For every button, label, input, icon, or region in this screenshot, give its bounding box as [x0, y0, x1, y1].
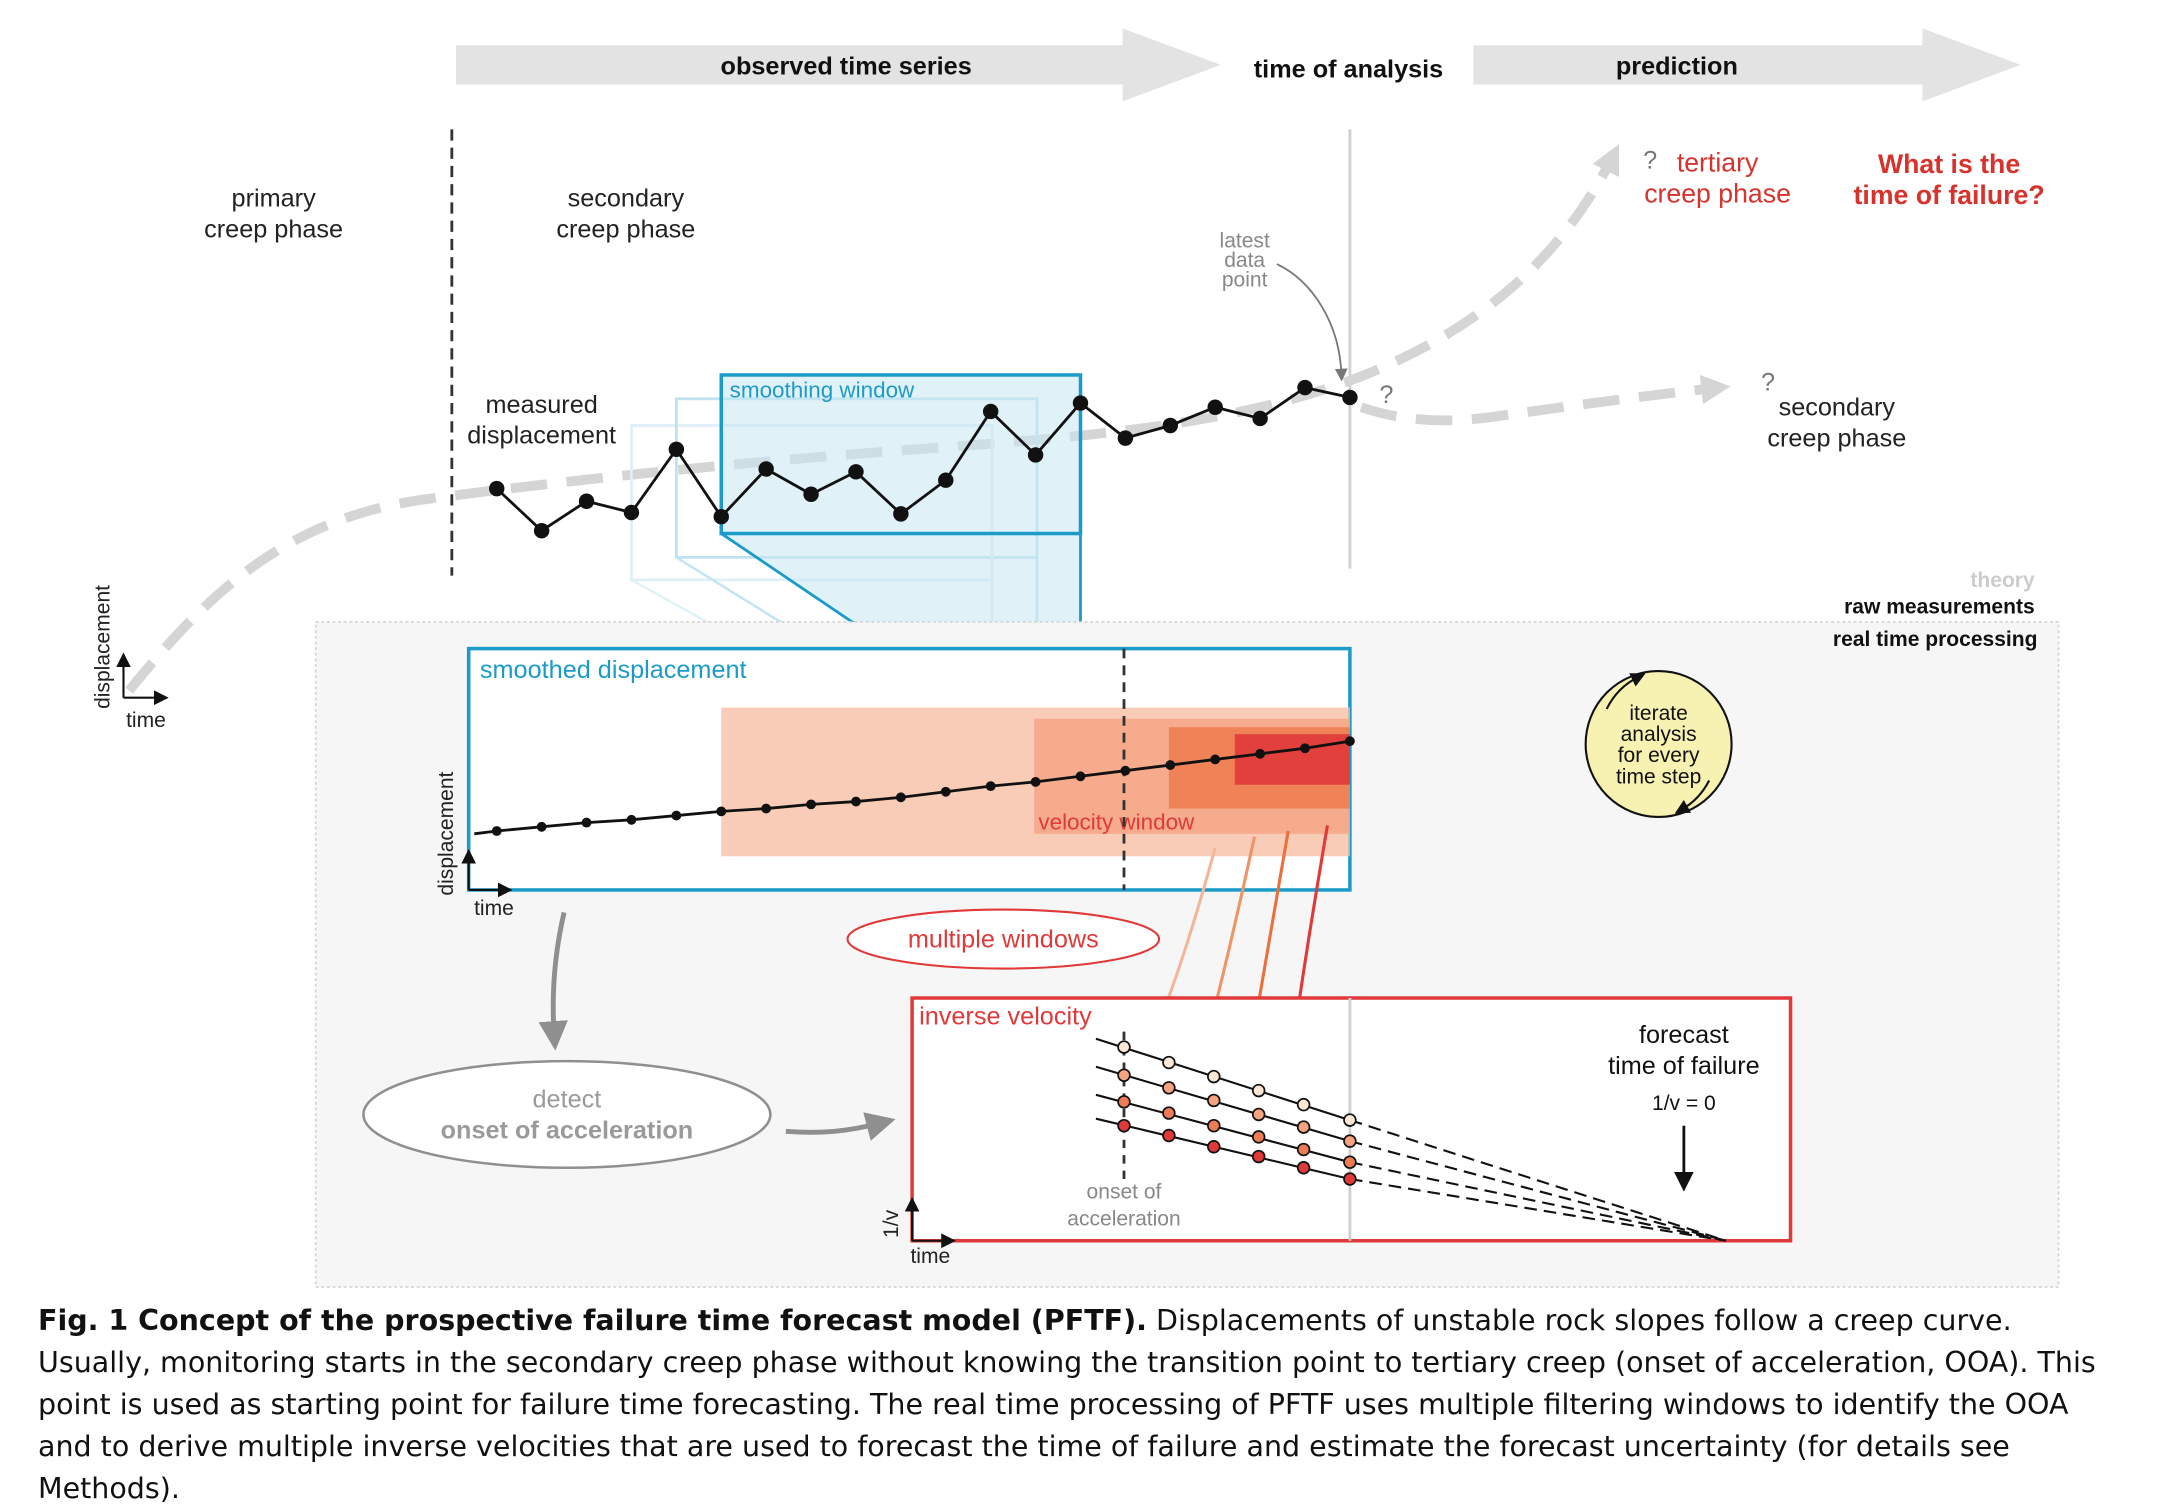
inverse-zero-label: 1/v = 0 [1652, 1092, 1716, 1115]
legend-theory: theory [1970, 569, 2035, 592]
secondary-phase-line1: secondary [568, 185, 685, 213]
tertiary-phase-line2: creep phase [1644, 178, 1791, 208]
secondary-phase-line2: creep phase [556, 215, 695, 243]
legend-realtime: real time processing [1833, 628, 2038, 651]
prediction-arrow [1473, 28, 2021, 102]
smoothing-window-label: smoothing window [730, 377, 915, 402]
timeline-header: observed time series time of analysis pr… [456, 28, 2021, 102]
down-arrow [538, 911, 568, 1051]
failure-question-line1: What is the [1878, 149, 2020, 179]
smoothed-panel-title: smoothed displacement [480, 656, 747, 684]
prediction-label: prediction [1616, 53, 1738, 81]
smoothed-axis-y: displacement [435, 771, 458, 895]
multiple-windows-label: multiple windows [908, 925, 1099, 953]
latest-point-arrow [1276, 263, 1348, 382]
tertiary-phase-line1: tertiary [1677, 147, 1759, 177]
failure-question-line2: time of failure? [1854, 180, 2045, 210]
smoothed-axes: displacement time [435, 771, 514, 920]
forecast-line2: time of failure [1608, 1052, 1760, 1080]
primary-phase-line1: primary [232, 185, 317, 213]
iterate-line4: time step [1616, 765, 1701, 788]
secondary-right-line2: creep phase [1767, 425, 1906, 453]
measured-label-line2: displacement [467, 422, 616, 450]
inverse-axis-x: time [910, 1245, 950, 1268]
pftf-concept-diagram: observed time series time of analysis pr… [91, 28, 2060, 1288]
smoothed-axis-x: time [474, 897, 514, 920]
observed-arrow [456, 28, 1221, 102]
onset-small-line1: onset of [1087, 1181, 1162, 1204]
inverse-axes: 1/v time [880, 1196, 956, 1268]
smoothed-points [491, 736, 1355, 836]
secondary-question: ? [1761, 368, 1775, 396]
tertiary-question: ? [1643, 147, 1657, 175]
right-arrow [785, 1112, 896, 1141]
detect-label: detect [533, 1085, 602, 1113]
measured-label-line1: measured [486, 391, 598, 419]
inverse-axis-y: 1/v [880, 1209, 903, 1238]
legend-raw: raw measurements [1844, 596, 2035, 619]
observed-label: observed time series [721, 53, 972, 81]
measured-points [489, 379, 1358, 539]
creep-axes: displacement time [91, 585, 169, 732]
iterate-line1: iterate [1629, 702, 1687, 725]
smoothing-projection [721, 533, 1081, 777]
multiple-windows-ellipse [846, 908, 1161, 970]
forecast-line1: forecast [1639, 1021, 1729, 1049]
latest-point-line2: data [1224, 249, 1265, 272]
detect-ellipse [362, 1059, 772, 1170]
iterate-line2: analysis [1621, 723, 1697, 746]
creep-axis-x: time [126, 709, 166, 732]
creep-axis-y: displacement [91, 585, 114, 709]
latest-point-line3: point [1222, 269, 1268, 292]
iterate-analysis: iterate analysis for every time step [1584, 669, 1733, 819]
iterate-line3: for every [1618, 744, 1700, 767]
latest-point-line1: latest [1220, 229, 1270, 252]
analysis-question: ? [1379, 381, 1393, 409]
onset-small-line2: acceleration [1067, 1207, 1180, 1230]
caption-lead: Fig. 1 Concept of the prospective failur… [38, 1304, 1147, 1337]
caption-body: Displacements of unstable rock slopes fo… [38, 1304, 2096, 1505]
figure-caption: Fig. 1 Concept of the prospective failur… [38, 1300, 2098, 1510]
secondary-right-line1: secondary [1779, 394, 1896, 422]
velocity-window-label: velocity window [1038, 810, 1195, 835]
onset-label: onset of acceleration [441, 1116, 694, 1144]
analysis-label: time of analysis [1254, 55, 1443, 83]
primary-phase-line2: creep phase [204, 215, 343, 243]
measured-displacement-line [495, 386, 1351, 533]
inverse-velocity-title: inverse velocity [919, 1003, 1092, 1031]
inverse-velocity-points [1117, 1040, 1357, 1186]
velocity-window-4 [1234, 734, 1350, 785]
